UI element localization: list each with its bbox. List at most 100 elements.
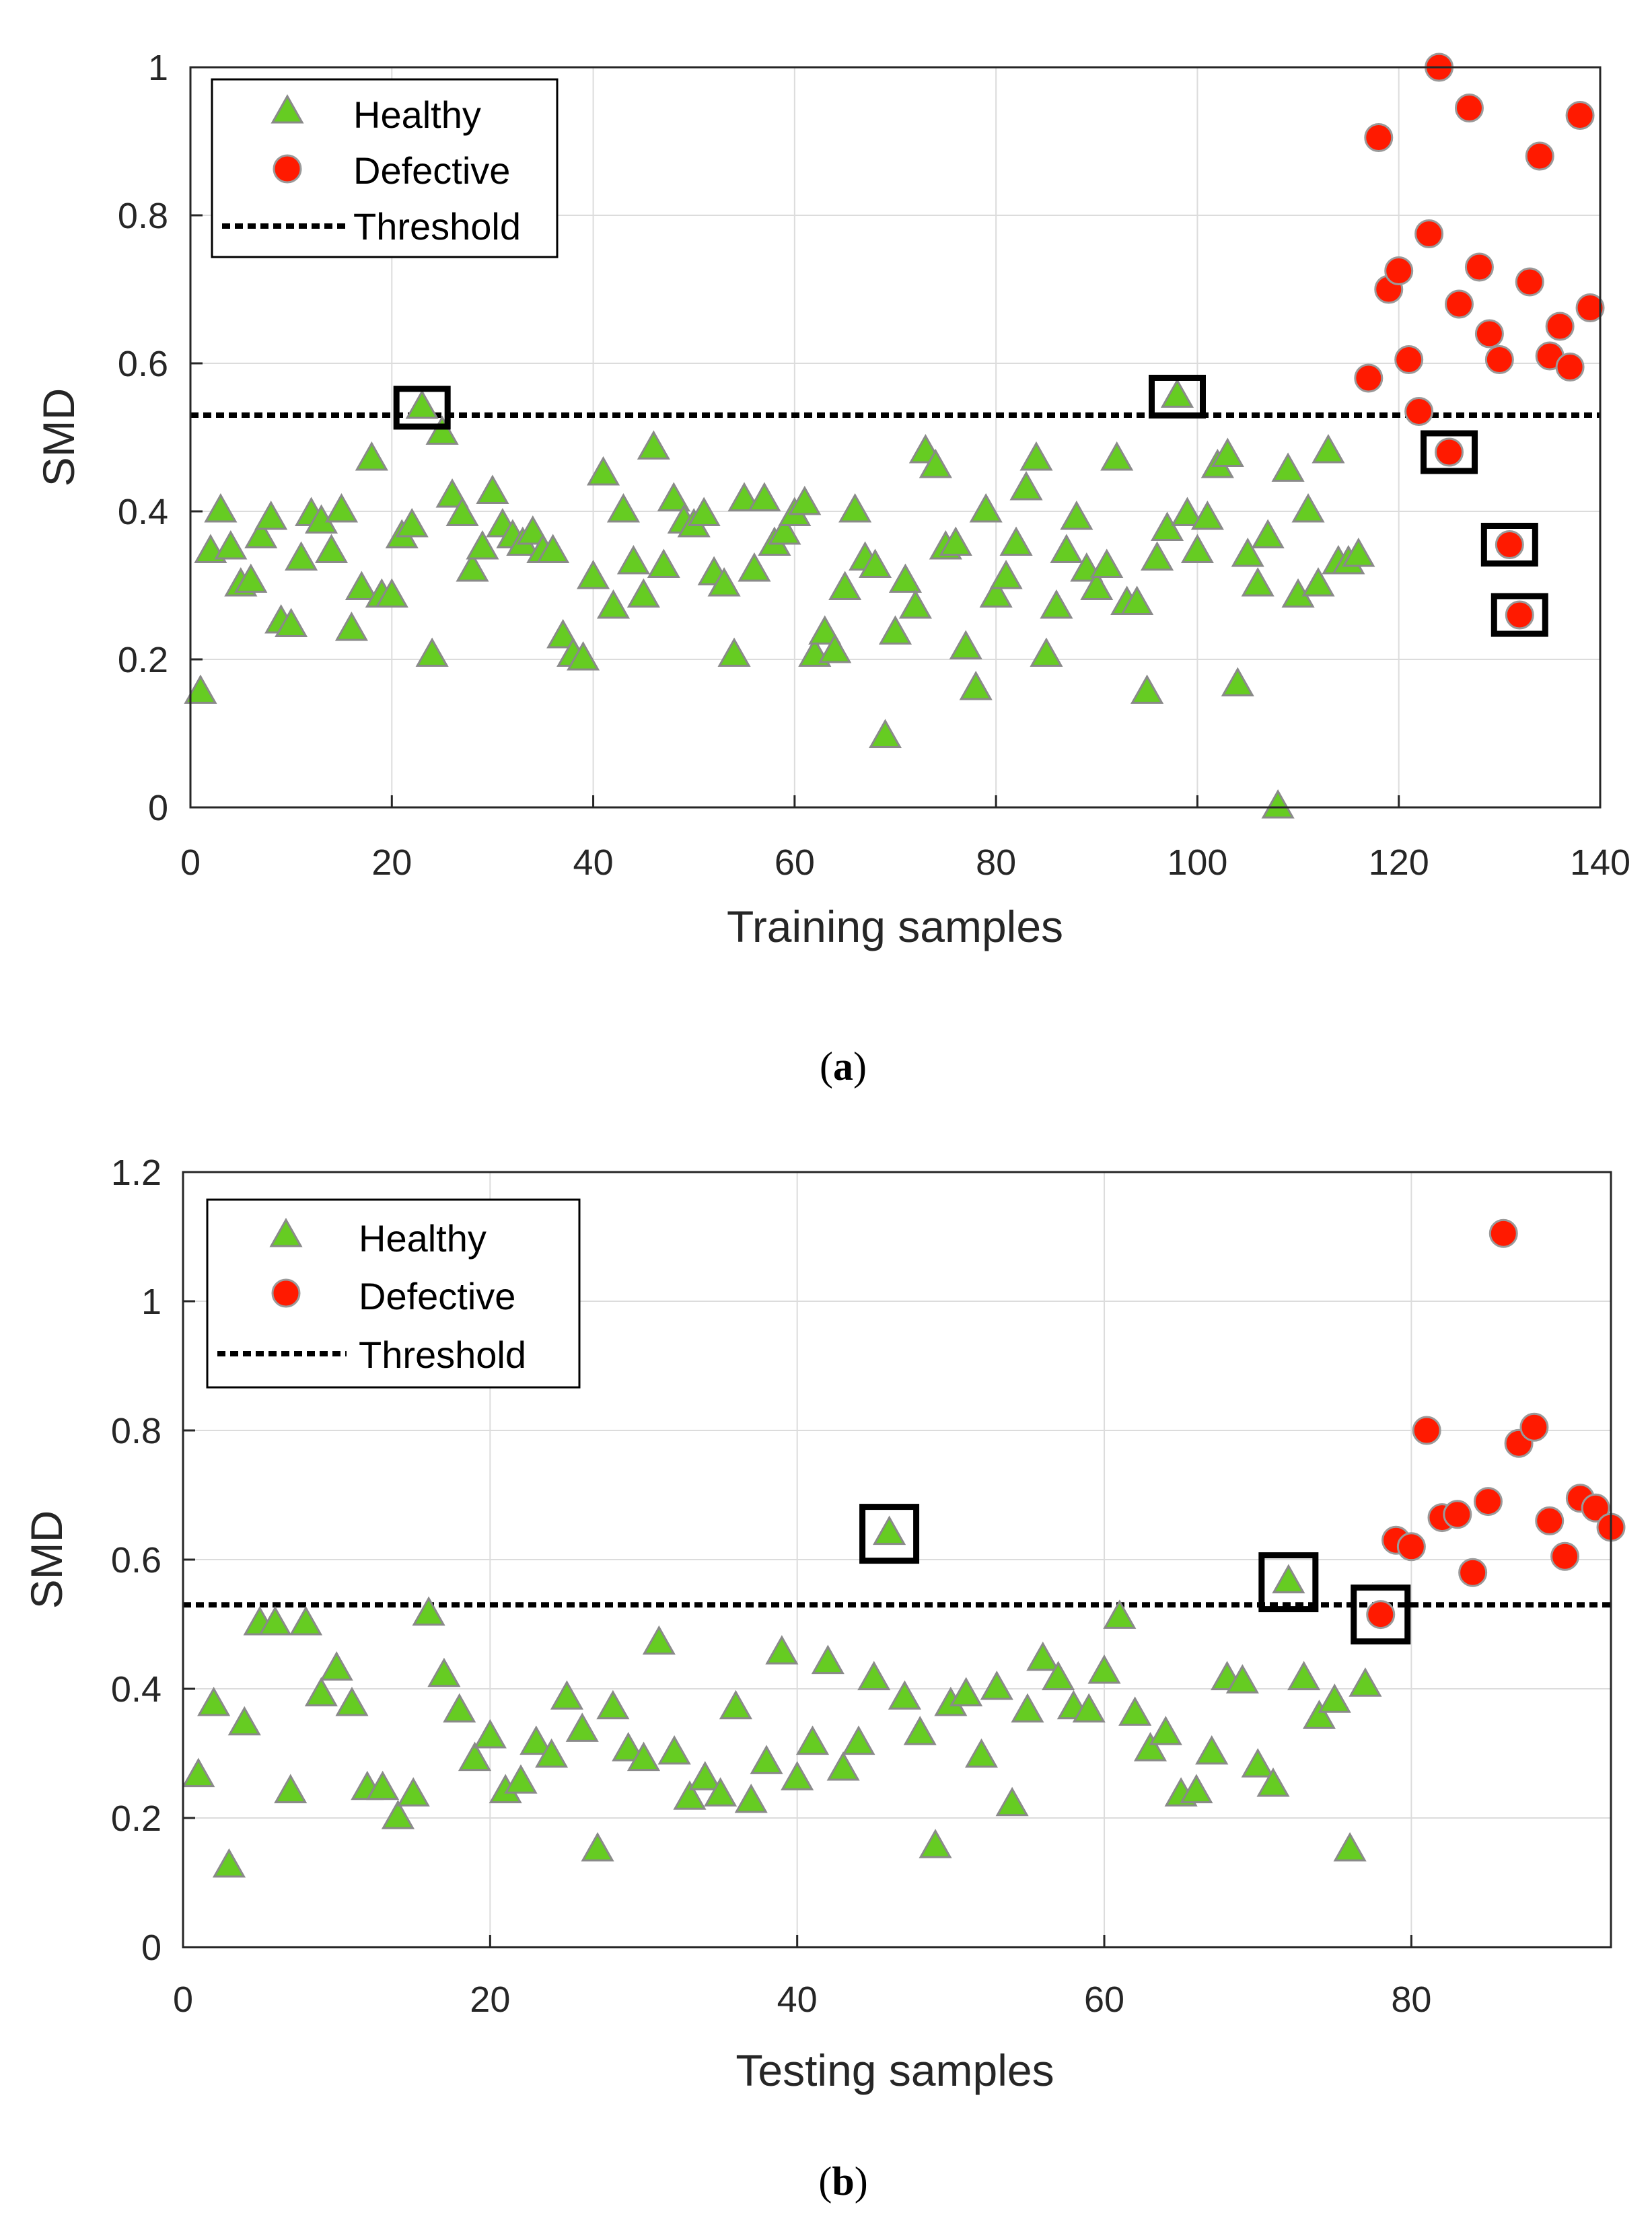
healthy-point [868,719,902,748]
x-tick-label: 140 [1570,842,1630,883]
healthy-point [727,482,761,511]
healthy-point [949,630,982,659]
healthy-point [1342,537,1375,567]
defective-point [1488,1218,1518,1248]
healthy-point [519,1725,553,1755]
x-tick-label: 40 [573,842,614,883]
healthy-point [504,1764,538,1794]
y-tick-label: 0 [141,1928,161,1968]
healthy-point [184,674,217,704]
healthy-point [320,1651,353,1681]
healthy-point [405,389,439,419]
legend-defective-marker-b [271,1278,301,1308]
highlight-boxes-b [859,1504,1411,1645]
y-tick-label: 1 [141,1282,161,1322]
healthy-point [335,1686,369,1716]
healthy-point [1120,585,1154,615]
plot-frame-a [189,66,1602,809]
healthy-point [688,1761,722,1790]
healthy-point [596,1689,630,1720]
healthy-point [345,571,378,600]
healthy-point [1072,1693,1106,1723]
healthy-point [903,1716,937,1745]
x-tick-label: 0 [180,842,201,883]
healthy-point [1103,1599,1137,1629]
healthy-point [980,1670,1013,1700]
healthy-point [254,500,288,530]
healthy-point [456,552,489,582]
healthy-point [919,448,952,478]
legend-defective-label-b: Defective [359,1275,515,1317]
y-tick-label: 1 [148,48,168,88]
healthy-point [1190,500,1224,530]
highlight-box [1480,523,1538,567]
legend-b: Healthy Defective Threshold [206,1198,581,1389]
healthy-point [606,493,641,523]
healthy-point [989,559,1023,589]
healthy-point [445,497,479,526]
legend-healthy-label-b: Healthy [359,1217,487,1260]
healthy-point [197,1686,231,1716]
defective-point [1404,397,1434,426]
healthy-point [1261,789,1295,819]
healthy-point [1180,534,1214,563]
healthy-point [612,1732,645,1761]
defective-point [1443,1500,1472,1529]
highlight-box [393,386,451,430]
healthy-point [1050,534,1083,563]
healthy-point [476,474,509,504]
healthy-point [842,1725,875,1755]
healthy-point [204,493,238,523]
healthy-point [687,497,721,526]
x-tick-label: 20 [371,842,412,883]
healthy-point [888,1680,921,1710]
healthy-point [1011,1693,1044,1723]
healthy-point [939,526,972,556]
healthy-point [1287,1661,1321,1691]
healthy-point [647,548,680,578]
defective-point [1505,600,1534,630]
healthy-point [995,1786,1029,1817]
healthy-point [969,493,1003,523]
y-axis-label-b: SMD [22,1510,71,1609]
y-tick-label: 0.2 [111,1798,161,1839]
healthy-point [1042,1661,1075,1691]
healthy-point [435,478,469,508]
defective-point [1550,1541,1580,1571]
y-ticks-a: 0 0.2 0.4 0.6 0.8 1 [118,48,203,828]
x-tick-label: 80 [976,842,1016,883]
healthy-point [355,441,388,471]
healthy-point [275,608,308,637]
healthy-point [1149,1716,1182,1745]
legend-healthy-label-a: Healthy [353,94,481,136]
healthy-point [1180,1774,1213,1804]
healthy-point [1160,378,1194,408]
healthy-point [1170,497,1205,526]
healthy-point [818,633,852,663]
legend-a: Healthy Defective Threshold [211,78,559,258]
healthy-point [626,1741,661,1772]
healthy-point [567,641,600,671]
defective-point [1384,256,1414,285]
healthy-point [1026,1641,1060,1671]
healthy-point [550,1680,583,1710]
y-tick-label: 0.4 [118,492,168,532]
y-axis-label-a: SMD [34,388,83,487]
healthy-point [738,552,771,582]
y-tick-label: 0 [148,788,168,828]
legend-threshold-label-b: Threshold [359,1334,526,1376]
defective-point [1473,1487,1503,1517]
x-tick-label: 0 [173,1979,193,2020]
highlight-box [1258,1552,1319,1613]
healthy-point [1040,589,1073,619]
healthy-point [443,1693,476,1723]
healthy-point [214,530,248,560]
healthy-point [1150,511,1184,541]
healthy-point [415,637,449,667]
healthy-point [704,1777,738,1807]
healthy-point [828,571,862,600]
healthy-point [949,1677,983,1707]
healthy-point [1272,1564,1305,1594]
healthy-point [381,1799,415,1829]
x-ticks-a: 0 20 40 60 80 100 120 140 [180,795,1630,883]
